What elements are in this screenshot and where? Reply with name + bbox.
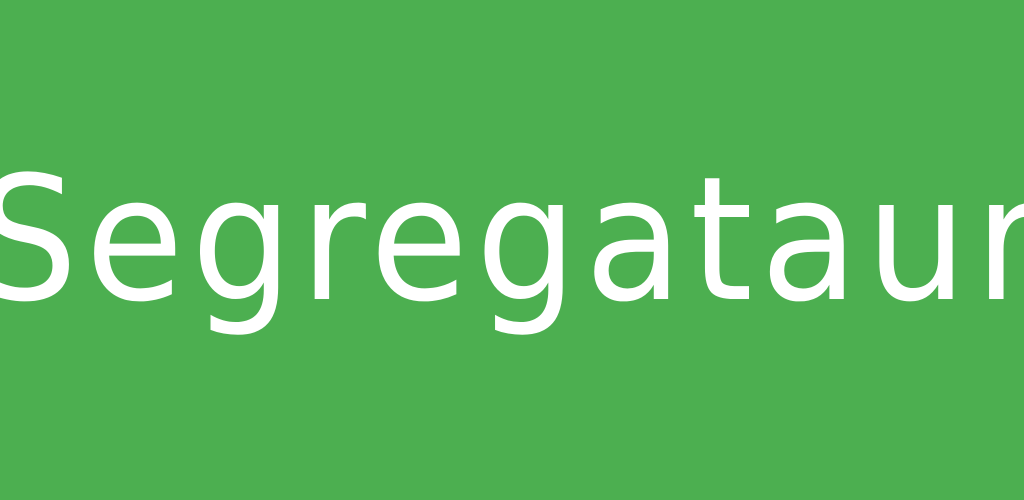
app-title: Segregataur [0,139,1024,340]
